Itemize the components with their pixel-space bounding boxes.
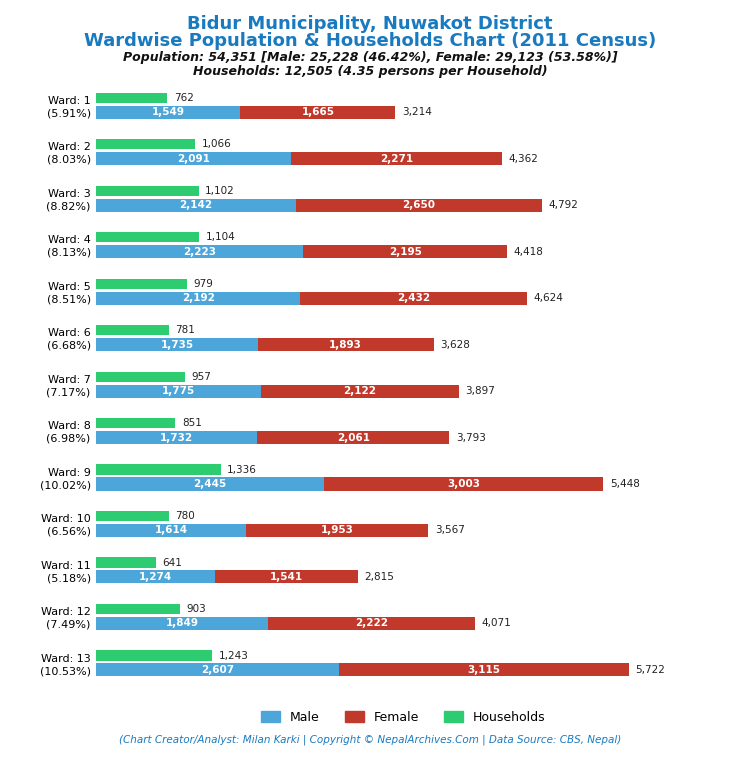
Text: 2,445: 2,445 — [193, 479, 226, 489]
Bar — [96, 279, 187, 289]
Bar — [96, 604, 181, 614]
Text: 641: 641 — [162, 558, 182, 568]
Bar — [96, 106, 240, 118]
Text: 1,614: 1,614 — [155, 525, 188, 535]
Bar — [96, 650, 212, 660]
Bar — [96, 478, 323, 491]
Text: (Chart Creator/Analyst: Milan Karki | Copyright © NepalArchives.Com | Data Sourc: (Chart Creator/Analyst: Milan Karki | Co… — [119, 734, 621, 745]
Text: 979: 979 — [194, 279, 214, 289]
Bar — [291, 152, 502, 165]
Text: 1,665: 1,665 — [301, 107, 334, 118]
Text: 3,628: 3,628 — [440, 339, 470, 349]
Text: 4,624: 4,624 — [533, 293, 563, 303]
Bar — [96, 372, 185, 382]
Text: 2,122: 2,122 — [343, 386, 377, 396]
Bar — [300, 292, 527, 305]
Text: 1,336: 1,336 — [227, 465, 257, 475]
Text: 4,792: 4,792 — [548, 200, 579, 210]
Text: 2,091: 2,091 — [177, 154, 210, 164]
Text: 4,418: 4,418 — [514, 247, 544, 257]
Text: Population: 54,351 [Male: 25,228 (46.42%), Female: 29,123 (53.58%)]: Population: 54,351 [Male: 25,228 (46.42%… — [123, 51, 617, 65]
Bar — [96, 571, 215, 584]
Text: 1,243: 1,243 — [218, 650, 248, 660]
Bar — [261, 385, 459, 398]
Text: 3,567: 3,567 — [434, 525, 465, 535]
Bar — [258, 338, 434, 351]
Bar — [96, 418, 175, 429]
Text: 1,066: 1,066 — [202, 139, 232, 149]
Bar — [323, 478, 603, 491]
Text: 2,061: 2,061 — [337, 432, 370, 442]
Text: 2,195: 2,195 — [388, 247, 422, 257]
Text: 5,448: 5,448 — [610, 479, 639, 489]
Text: 1,953: 1,953 — [321, 525, 354, 535]
Text: 781: 781 — [175, 325, 195, 335]
Text: 2,271: 2,271 — [380, 154, 413, 164]
Bar — [96, 617, 269, 630]
Text: 2,142: 2,142 — [179, 200, 212, 210]
Text: 3,115: 3,115 — [467, 665, 500, 675]
Text: 4,362: 4,362 — [508, 154, 539, 164]
Bar — [96, 325, 169, 336]
Text: 1,735: 1,735 — [161, 339, 193, 349]
Bar — [96, 664, 339, 677]
Bar — [96, 524, 246, 537]
Text: 1,893: 1,893 — [329, 339, 362, 349]
Bar — [96, 431, 258, 444]
Text: 762: 762 — [174, 93, 193, 103]
Bar — [96, 232, 199, 242]
Bar — [96, 245, 303, 258]
Bar — [96, 385, 261, 398]
Bar — [96, 199, 295, 212]
Bar — [269, 617, 475, 630]
Text: 1,732: 1,732 — [161, 432, 193, 442]
Bar — [303, 245, 508, 258]
Text: 4,071: 4,071 — [482, 618, 511, 628]
Legend: Male, Female, Households: Male, Female, Households — [256, 706, 551, 729]
Bar — [96, 465, 221, 475]
Text: 1,104: 1,104 — [206, 232, 235, 242]
Bar — [96, 558, 156, 568]
Text: 1,775: 1,775 — [162, 386, 195, 396]
Text: 1,849: 1,849 — [166, 618, 199, 628]
Bar — [339, 664, 629, 677]
Text: 2,650: 2,650 — [403, 200, 435, 210]
Bar — [96, 338, 258, 351]
Bar — [96, 93, 167, 103]
Text: 2,192: 2,192 — [182, 293, 215, 303]
Text: 2,223: 2,223 — [183, 247, 216, 257]
Text: 1,549: 1,549 — [152, 107, 185, 118]
Text: Wardwise Population & Households Chart (2011 Census): Wardwise Population & Households Chart (… — [84, 32, 656, 50]
Bar — [96, 139, 195, 149]
Text: 3,214: 3,214 — [402, 107, 431, 118]
Text: 5,722: 5,722 — [635, 665, 665, 675]
Text: 851: 851 — [182, 418, 202, 428]
Text: 2,815: 2,815 — [365, 572, 394, 582]
Text: 1,102: 1,102 — [205, 186, 235, 196]
Text: Bidur Municipality, Nuwakot District: Bidur Municipality, Nuwakot District — [187, 15, 553, 33]
Text: 3,003: 3,003 — [447, 479, 480, 489]
Bar — [96, 186, 199, 196]
Text: 957: 957 — [192, 372, 212, 382]
Text: 3,793: 3,793 — [456, 432, 485, 442]
Text: Households: 12,505 (4.35 persons per Household): Households: 12,505 (4.35 persons per Hou… — [192, 65, 548, 78]
Text: 2,607: 2,607 — [201, 665, 234, 675]
Bar — [258, 431, 449, 444]
Text: 2,222: 2,222 — [355, 618, 388, 628]
Text: 2,432: 2,432 — [397, 293, 430, 303]
Bar — [246, 524, 428, 537]
Text: 903: 903 — [186, 604, 206, 614]
Bar — [215, 571, 358, 584]
Text: 3,897: 3,897 — [465, 386, 495, 396]
Bar — [295, 199, 542, 212]
Bar — [96, 292, 300, 305]
Text: 1,541: 1,541 — [270, 572, 303, 582]
Text: 1,274: 1,274 — [139, 572, 172, 582]
Bar — [96, 511, 169, 521]
Bar — [240, 106, 395, 118]
Bar — [96, 152, 291, 165]
Text: 780: 780 — [175, 511, 195, 521]
